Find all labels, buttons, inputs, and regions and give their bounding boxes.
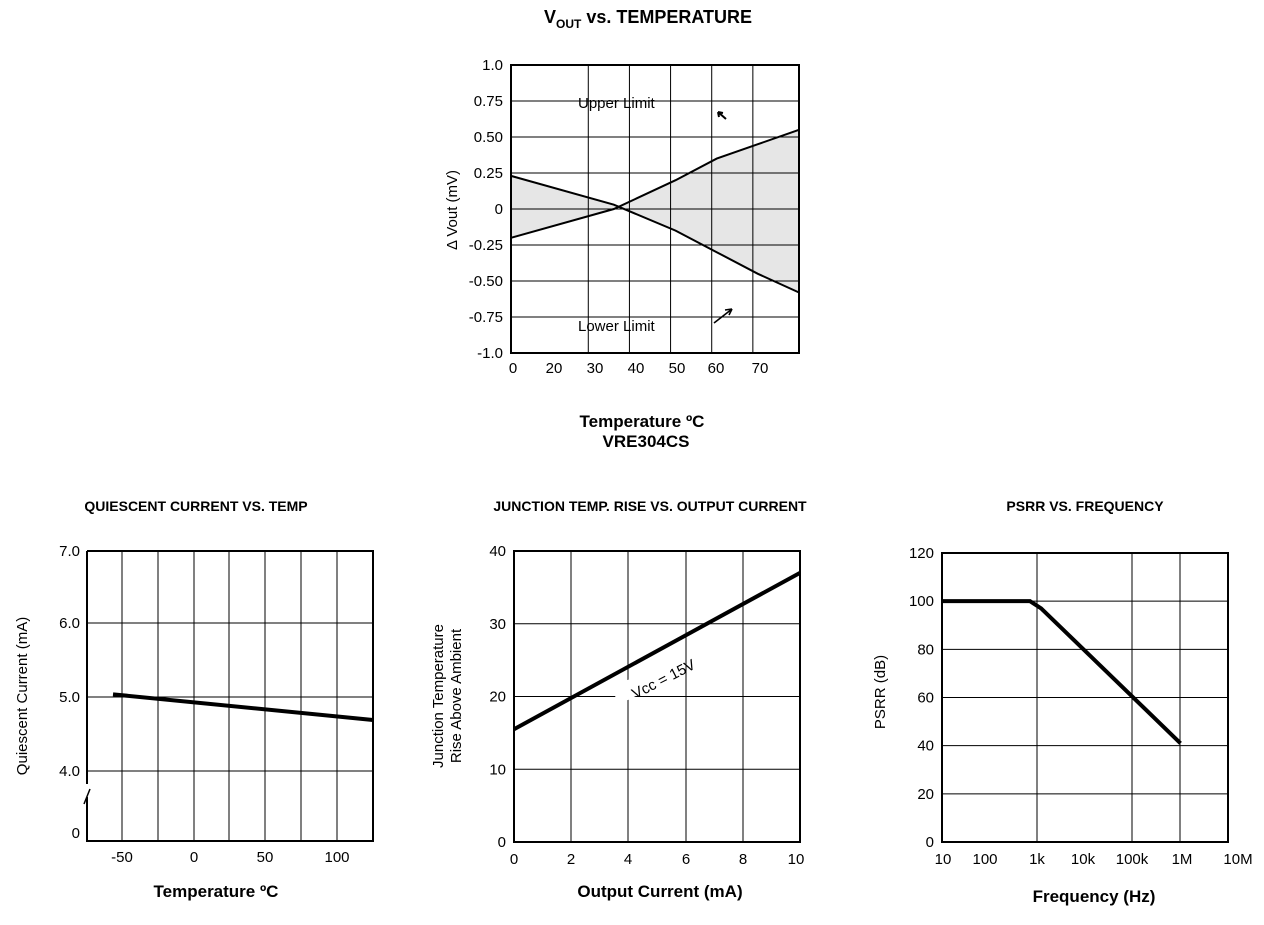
psrr-y-label: PSRR (dB) bbox=[872, 655, 889, 729]
quiescent-y-tick-label: 5.0 bbox=[59, 689, 80, 706]
upper-limit-line bbox=[510, 128, 800, 239]
junction-x-tick-label: 4 bbox=[624, 851, 632, 868]
main-y-tick-label: 1.0 bbox=[482, 57, 503, 74]
junction-plot-frame bbox=[513, 550, 801, 843]
junction-x-tick-label: 6 bbox=[682, 851, 690, 868]
main-y-tick-label: -0.50 bbox=[469, 273, 503, 290]
psrr-x-tick-label: 1M bbox=[1172, 851, 1193, 868]
psrr-x-tick-label: 100 bbox=[972, 851, 997, 868]
main-x-tick-label: 30 bbox=[587, 360, 604, 377]
junction-temp-line bbox=[513, 571, 801, 731]
quiescent-current-line bbox=[112, 692, 374, 723]
junction-chart: JUNCTION TEMP. RISE VS. OUTPUT CURRENT 4… bbox=[430, 498, 807, 901]
psrr-plot-frame bbox=[941, 552, 1229, 843]
upper-limit-arrow-icon bbox=[717, 111, 727, 120]
psrr-line bbox=[942, 599, 1182, 745]
quiescent-chart: QUIESCENT CURRENT VS. TEMP 7.0 6.0 5.0 4.0 0… bbox=[14, 498, 374, 901]
junction-x-label: Output Current (mA) bbox=[577, 882, 742, 901]
lower-limit-arrow-icon bbox=[713, 308, 733, 324]
quiescent-x-label: Temperature ºC bbox=[154, 882, 279, 901]
main-subtitle: VRE304CS bbox=[603, 432, 690, 451]
psrr-y-tick-label: 120 bbox=[909, 545, 934, 562]
psrr-x-ticks: 10 100 1k 10k 100k 1M 10M bbox=[935, 851, 1253, 868]
quiescent-x-tick-label: 50 bbox=[257, 849, 274, 866]
psrr-y-tick-label: 0 bbox=[926, 834, 934, 851]
main-chart: VOUT vs. TEMPERATURE 1.0 0.75 0.50 0.25 0 -0.… bbox=[444, 7, 800, 451]
quiescent-x-ticks: -50 0 50 100 bbox=[111, 849, 349, 866]
junction-x-tick-label: 10 bbox=[788, 851, 805, 868]
psrr-y-tick-label: 40 bbox=[917, 738, 934, 755]
main-y-tick-label: 0.25 bbox=[474, 165, 503, 182]
main-x-tick-label: 70 bbox=[752, 360, 769, 377]
quiescent-y-tick-label: 4.0 bbox=[59, 763, 80, 780]
psrr-y-tick-label: 20 bbox=[917, 786, 934, 803]
main-grid bbox=[511, 65, 799, 353]
psrr-y-tick-label: 80 bbox=[917, 641, 934, 658]
psrr-chart: PSRR VS. FREQUENCY 120 100 80 60 40 20 0 10 100… bbox=[872, 498, 1253, 906]
psrr-y-tick-label: 100 bbox=[909, 593, 934, 610]
main-x-tick-label: 40 bbox=[628, 360, 645, 377]
quiescent-y-ticks: 7.0 6.0 5.0 4.0 0 bbox=[59, 543, 80, 842]
junction-x-ticks: 0 2 4 6 8 10 bbox=[510, 851, 805, 868]
annotation-background bbox=[611, 657, 680, 705]
psrr-chart-title: PSRR VS. FREQUENCY bbox=[1006, 498, 1164, 514]
main-y-ticks: 1.0 0.75 0.50 0.25 0 -0.25 -0.50 -0.75 -1.0 bbox=[469, 57, 503, 362]
junction-x-tick-label: 0 bbox=[510, 851, 518, 868]
psrr-y-ticks: 120 100 80 60 40 20 0 bbox=[909, 545, 934, 851]
quiescent-y-label: Quiescent Current (mA) bbox=[14, 617, 31, 775]
quiescent-x-tick-label: -50 bbox=[111, 849, 133, 866]
psrr-y-tick-label: 60 bbox=[917, 690, 934, 707]
junction-y-tick-label: 0 bbox=[498, 834, 506, 851]
quiescent-grid bbox=[87, 551, 373, 841]
quiescent-y-tick-label: 0 bbox=[72, 825, 80, 842]
main-y-tick-label: 0.75 bbox=[474, 93, 503, 110]
quiescent-x-tick-label: 0 bbox=[190, 849, 198, 866]
junction-x-tick-label: 2 bbox=[567, 851, 575, 868]
main-plot-frame bbox=[510, 64, 800, 354]
lower-limit-line bbox=[510, 174, 800, 294]
psrr-x-label: Frequency (Hz) bbox=[1033, 887, 1156, 906]
junction-x-tick-label: 8 bbox=[739, 851, 747, 868]
junction-y-tick-label: 30 bbox=[489, 616, 506, 633]
main-y-tick-label: 0.50 bbox=[474, 129, 503, 146]
upper-limit-label: Upper Limit bbox=[578, 95, 656, 112]
main-shaded-area bbox=[511, 129, 799, 293]
quiescent-chart-title: QUIESCENT CURRENT VS. TEMP bbox=[84, 498, 307, 514]
junction-y-tick-label: 40 bbox=[489, 543, 506, 560]
main-x-label: Temperature ºC bbox=[580, 412, 705, 431]
junction-y-label-line1: Junction Temperature bbox=[430, 624, 447, 768]
main-x-tick-label: 20 bbox=[546, 360, 563, 377]
quiescent-y-tick-label: 7.0 bbox=[59, 543, 80, 560]
main-x-tick-label: 0 bbox=[509, 360, 517, 377]
psrr-x-tick-label: 1k bbox=[1029, 851, 1045, 868]
junction-y-tick-label: 10 bbox=[489, 761, 506, 778]
psrr-grid bbox=[942, 553, 1228, 842]
main-x-ticks: 0 20 30 40 50 60 70 bbox=[509, 360, 769, 377]
junction-y-tick-label: 20 bbox=[489, 689, 506, 706]
quiescent-x-tick-label: 100 bbox=[324, 849, 349, 866]
psrr-x-tick-label: 10 bbox=[935, 851, 952, 868]
main-y-label: Δ Vout (mV) bbox=[444, 170, 461, 250]
main-x-tick-label: 50 bbox=[669, 360, 686, 377]
quiescent-y-tick-label: 6.0 bbox=[59, 615, 80, 632]
psrr-x-tick-label: 10M bbox=[1223, 851, 1252, 868]
psrr-x-tick-label: 10k bbox=[1071, 851, 1096, 868]
main-y-tick-label: 0 bbox=[495, 201, 503, 218]
junction-chart-title: JUNCTION TEMP. RISE VS. OUTPUT CURRENT bbox=[493, 498, 807, 514]
main-x-tick-label: 60 bbox=[708, 360, 725, 377]
axis-break-icon bbox=[83, 788, 91, 805]
main-chart-title: VOUT vs. TEMPERATURE bbox=[544, 7, 752, 31]
junction-y-label-line2: Rise Above Ambient bbox=[448, 628, 465, 763]
quiescent-plot-frame bbox=[86, 550, 374, 842]
main-y-tick-label: -0.75 bbox=[469, 309, 503, 326]
main-y-tick-label: -0.25 bbox=[469, 237, 503, 254]
lower-limit-label: Lower Limit bbox=[578, 318, 656, 335]
main-y-tick-label: -1.0 bbox=[477, 345, 503, 362]
psrr-x-tick-label: 100k bbox=[1116, 851, 1149, 868]
junction-y-ticks: 40 30 20 10 0 bbox=[489, 543, 506, 851]
